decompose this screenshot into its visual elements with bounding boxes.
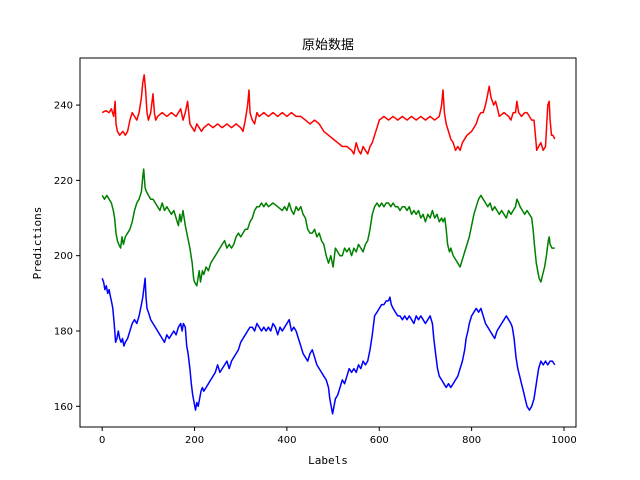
x-tick-label: 800 (462, 435, 481, 446)
x-tick-label: 0 (99, 435, 105, 446)
plot-area (101, 74, 556, 415)
y-axis: 160 180 200 220 240 (54, 101, 80, 413)
series-line-0 (101, 74, 556, 155)
x-axis: 0 200 400 600 800 1000 (99, 427, 577, 446)
y-axis-label: Predictions (31, 207, 44, 280)
y-tick-label: 220 (54, 176, 73, 187)
series-line-1 (101, 168, 555, 287)
x-tick-label: 1000 (551, 435, 576, 446)
x-tick-label: 200 (185, 435, 204, 446)
chart-title: 原始数据 (302, 38, 354, 53)
y-tick-label: 240 (54, 101, 73, 112)
y-tick-label: 160 (54, 402, 73, 413)
y-tick-label: 200 (54, 251, 73, 262)
x-axis-label: Labels (308, 454, 348, 467)
axes-frame (79, 57, 577, 428)
x-tick-label: 600 (370, 435, 389, 446)
y-tick-label: 180 (54, 326, 73, 337)
series-line-2 (101, 277, 556, 415)
x-tick-label: 400 (277, 435, 296, 446)
